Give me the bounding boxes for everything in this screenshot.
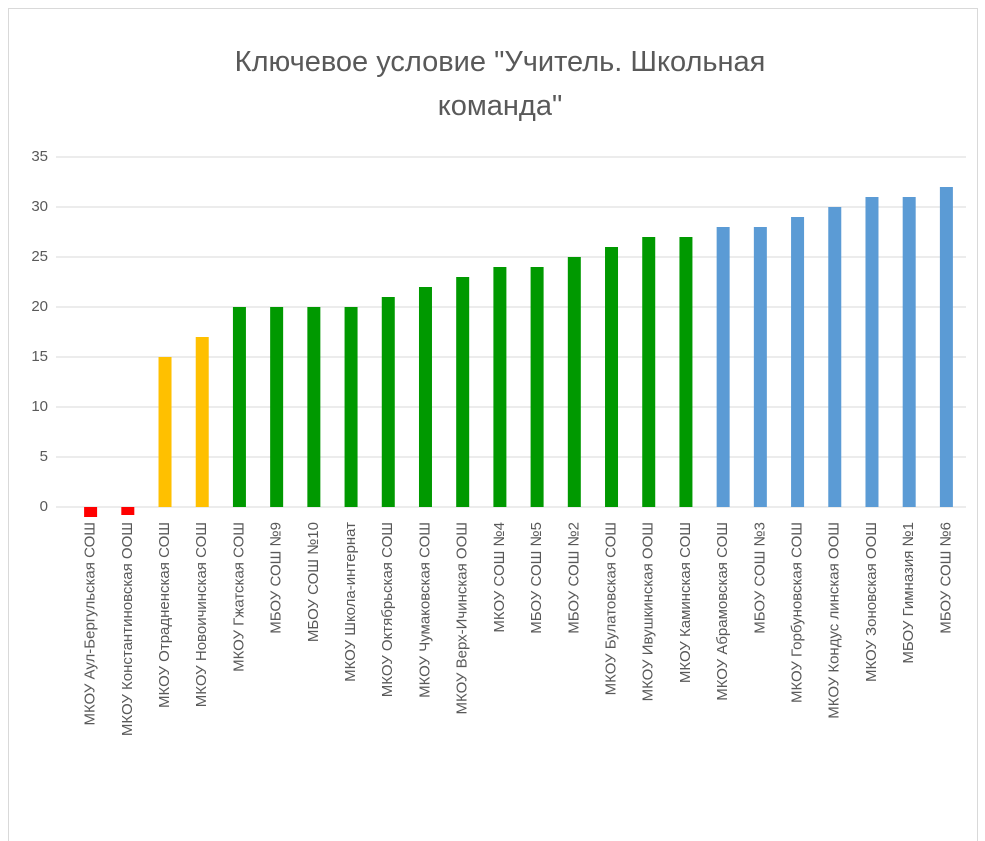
bar [939, 187, 953, 507]
bar [791, 217, 805, 507]
bar [381, 297, 395, 507]
bar [567, 257, 581, 507]
x-tick-label: МКОУ Константиновская ООШ [119, 522, 136, 736]
y-tick-label: 30 [31, 198, 48, 215]
x-tick-label: МКОУ Верх-Ичинская ООШ [454, 522, 471, 714]
bar [493, 267, 507, 507]
bar [232, 307, 246, 507]
bar [195, 337, 209, 507]
x-tick-label: МБОУ СОШ №3 [751, 522, 768, 634]
y-tick-label: 35 [31, 148, 48, 165]
bar [344, 307, 358, 507]
bar [902, 197, 916, 507]
x-tick-label: МКОУ Новоичинская СОШ [193, 522, 210, 707]
x-tick-label: МКОУ Аул-Бергульская СОШ [82, 522, 99, 726]
bar [753, 227, 767, 507]
bar [307, 307, 321, 507]
x-tick-label: МКОУ Горбуновская СОШ [789, 522, 806, 703]
bar [84, 507, 98, 517]
bar [865, 197, 879, 507]
x-tick-label: МКОУ Чумаковская СОШ [416, 522, 433, 698]
x-tick-label: МБОУ Гимназия №1 [900, 522, 917, 664]
x-tick-label: МКОУ Зоновская ООШ [863, 522, 880, 682]
bar [158, 357, 172, 507]
x-tick-label: МКОУ СОШ №4 [491, 522, 508, 633]
y-tick-label: 5 [40, 448, 48, 465]
bar [605, 247, 619, 507]
x-tick-label: МБОУ СОШ №5 [528, 522, 545, 634]
y-tick-label: 15 [31, 348, 48, 365]
x-tick-label: МКОУ Булатовская СОШ [602, 522, 619, 695]
y-tick-label: 0 [40, 498, 48, 515]
y-tick-label: 20 [31, 298, 48, 315]
bar [418, 287, 432, 507]
x-tick-label: МБОУ СОШ №6 [937, 522, 954, 634]
x-tick-label: МБОУ СОШ №2 [565, 522, 582, 634]
bar [530, 267, 544, 507]
y-tick-label: 25 [31, 248, 48, 265]
x-tick-label: МБОУ СОШ №10 [305, 522, 322, 642]
x-tick-label: МКОУ Ивушкинская ООШ [640, 522, 657, 701]
x-tick-label: МКОУ Абрамовская СОШ [714, 522, 731, 701]
bar [270, 307, 284, 507]
bar [716, 227, 730, 507]
x-tick-label: МКОУ Школа-интернат [342, 522, 359, 682]
bar [679, 237, 693, 507]
x-tick-label: МБОУ СОШ №9 [268, 522, 285, 634]
x-tick-label: МКОУ Октябрьская СОШ [379, 522, 396, 697]
x-tick-label: МКОУ Гжатская СОШ [230, 522, 247, 672]
x-tick-label: МКОУ Кондус линская ООШ [826, 522, 843, 719]
x-tick-label: МКОУ Каминская СОШ [677, 522, 694, 683]
bar [828, 207, 842, 507]
bar [121, 507, 135, 515]
bar [456, 277, 470, 507]
y-tick-label: 10 [31, 398, 48, 415]
x-tick-label: МКОУ Отрадненская СОШ [156, 522, 173, 708]
chart-border [8, 8, 978, 841]
chart-title: Ключевое условие "Учитель. Школьная кома… [234, 46, 766, 122]
bar [642, 237, 656, 507]
